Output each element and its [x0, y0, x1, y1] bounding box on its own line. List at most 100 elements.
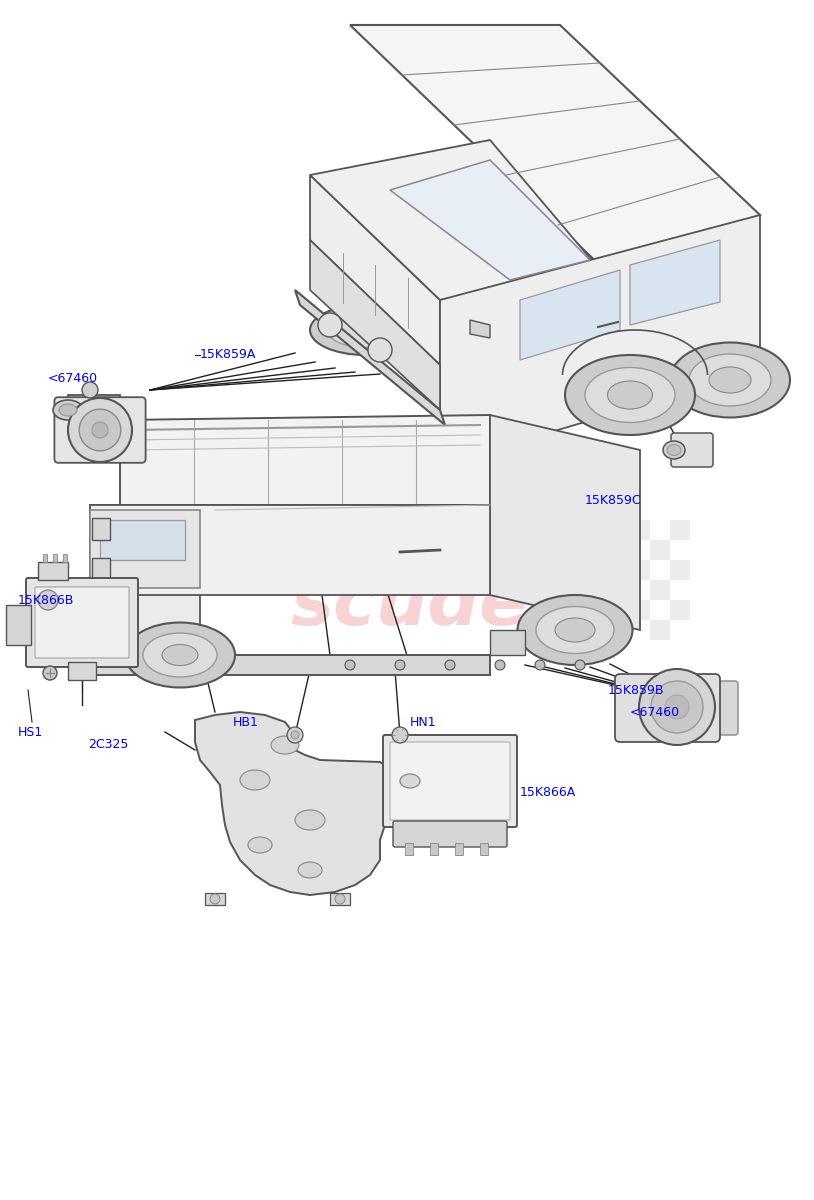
Ellipse shape: [248, 838, 272, 853]
Bar: [610, 540, 630, 560]
Bar: [455, 842, 463, 854]
Ellipse shape: [518, 595, 632, 665]
Text: <67460: <67460: [48, 372, 98, 384]
Polygon shape: [90, 510, 200, 588]
Text: 2C325: 2C325: [88, 738, 129, 751]
Bar: [610, 620, 630, 640]
Circle shape: [368, 338, 392, 362]
Text: HB1: HB1: [233, 715, 259, 728]
FancyBboxPatch shape: [55, 397, 146, 463]
Circle shape: [43, 666, 57, 680]
Bar: [430, 842, 438, 854]
Bar: [92, 518, 110, 540]
Bar: [670, 560, 690, 580]
Circle shape: [79, 409, 120, 451]
Ellipse shape: [607, 382, 653, 409]
Ellipse shape: [689, 354, 771, 406]
Circle shape: [92, 422, 108, 438]
Circle shape: [68, 398, 132, 462]
Bar: [570, 580, 590, 600]
Ellipse shape: [709, 367, 751, 392]
FancyBboxPatch shape: [704, 680, 738, 734]
Bar: [550, 560, 570, 580]
Bar: [550, 520, 570, 540]
Bar: [63, 554, 67, 562]
Bar: [43, 554, 47, 562]
Polygon shape: [120, 415, 490, 505]
Ellipse shape: [670, 342, 790, 418]
Ellipse shape: [143, 634, 217, 677]
Ellipse shape: [295, 810, 325, 830]
Bar: [550, 600, 570, 620]
Circle shape: [535, 660, 545, 670]
Bar: [670, 520, 690, 540]
Polygon shape: [90, 505, 200, 655]
Circle shape: [639, 670, 715, 745]
Ellipse shape: [59, 404, 77, 416]
Polygon shape: [310, 140, 600, 300]
FancyBboxPatch shape: [671, 433, 713, 467]
Ellipse shape: [555, 618, 595, 642]
Bar: [650, 540, 670, 560]
Text: HS1: HS1: [18, 726, 43, 738]
Bar: [490, 630, 525, 655]
Bar: [590, 520, 610, 540]
Circle shape: [665, 695, 689, 719]
Bar: [68, 662, 96, 680]
Ellipse shape: [400, 774, 420, 788]
Bar: [53, 554, 57, 562]
Ellipse shape: [536, 606, 614, 654]
FancyBboxPatch shape: [390, 742, 510, 820]
FancyBboxPatch shape: [615, 674, 720, 742]
Bar: [38, 562, 68, 580]
Bar: [650, 620, 670, 640]
Ellipse shape: [240, 770, 270, 790]
Bar: [610, 580, 630, 600]
Bar: [530, 620, 550, 640]
Bar: [480, 842, 488, 854]
Ellipse shape: [125, 623, 235, 688]
Bar: [590, 600, 610, 620]
Bar: [405, 842, 413, 854]
Polygon shape: [630, 240, 720, 325]
Bar: [570, 540, 590, 560]
Ellipse shape: [298, 862, 322, 878]
Circle shape: [335, 894, 345, 904]
Circle shape: [575, 660, 585, 670]
Bar: [630, 520, 650, 540]
Text: 15K859C: 15K859C: [585, 493, 641, 506]
Bar: [630, 600, 650, 620]
Text: 15K866B: 15K866B: [18, 594, 74, 606]
FancyBboxPatch shape: [26, 578, 138, 667]
Circle shape: [291, 731, 299, 739]
Circle shape: [210, 894, 220, 904]
Bar: [205, 893, 225, 905]
Polygon shape: [470, 320, 490, 338]
Circle shape: [495, 660, 505, 670]
Bar: [670, 600, 690, 620]
Ellipse shape: [162, 644, 198, 666]
Ellipse shape: [667, 444, 681, 456]
Ellipse shape: [327, 312, 402, 348]
Text: HN1: HN1: [410, 715, 436, 728]
Ellipse shape: [310, 305, 420, 355]
Polygon shape: [350, 25, 760, 275]
Circle shape: [82, 382, 98, 398]
Text: <67460: <67460: [630, 706, 681, 719]
Bar: [570, 620, 590, 640]
Bar: [530, 540, 550, 560]
Circle shape: [345, 660, 355, 670]
Bar: [630, 560, 650, 580]
Text: 15K866A: 15K866A: [520, 786, 576, 798]
Polygon shape: [490, 415, 640, 630]
Bar: [92, 558, 110, 580]
Polygon shape: [68, 395, 120, 425]
Circle shape: [651, 680, 703, 733]
Polygon shape: [440, 215, 760, 464]
FancyBboxPatch shape: [35, 587, 129, 658]
Polygon shape: [295, 290, 445, 425]
Ellipse shape: [663, 440, 685, 458]
Circle shape: [38, 590, 58, 610]
Polygon shape: [310, 240, 440, 410]
Circle shape: [392, 727, 408, 743]
